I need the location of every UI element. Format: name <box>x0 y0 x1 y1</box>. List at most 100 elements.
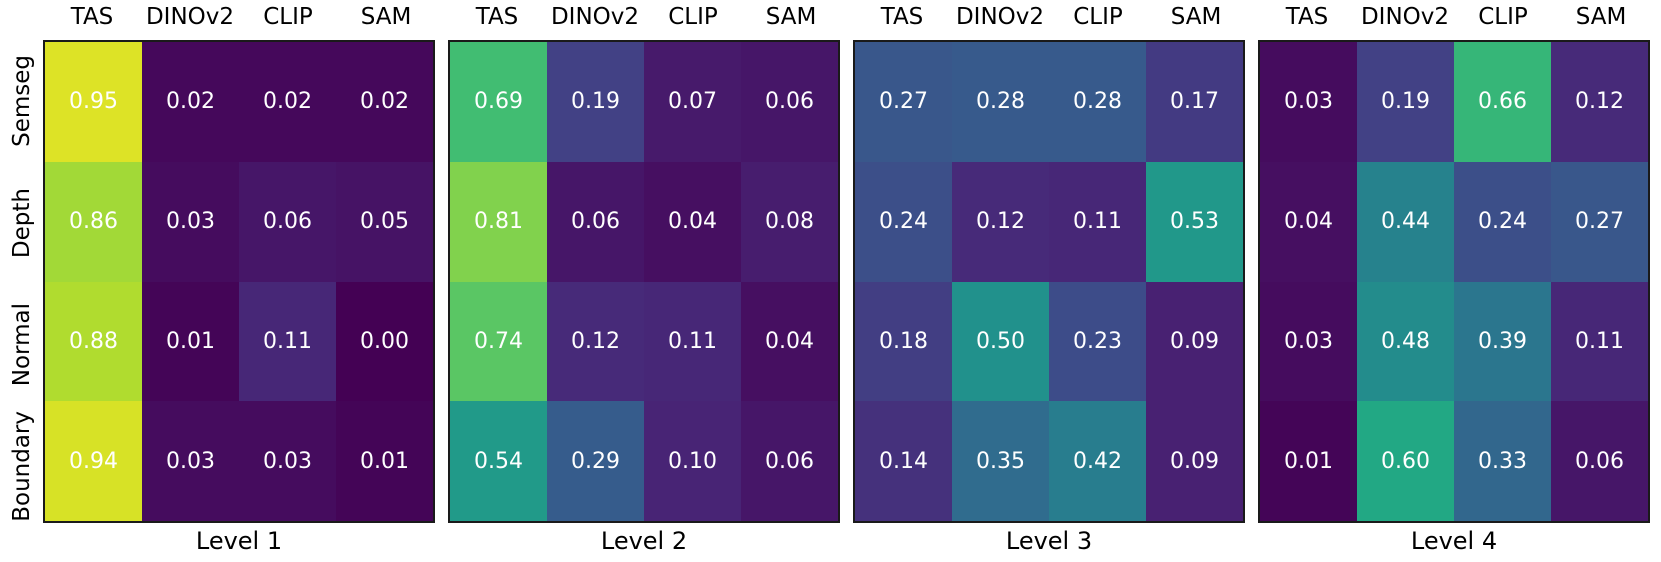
heatmap-cell: 0.04 <box>1260 161 1357 282</box>
heatmap-cell: 0.02 <box>239 42 336 162</box>
heatmap-grid: 0.95 0.02 0.02 0.02 0.86 0.03 0.06 0.05 0.88 0.01… <box>43 40 435 523</box>
heatmap-cell: 0.74 <box>450 281 547 402</box>
row-label-slot: Depth <box>0 162 43 284</box>
heatmap-cell: 0.81 <box>450 161 547 282</box>
heatmap-cell: 0.01 <box>142 281 239 402</box>
heatmap-cell: 0.05 <box>336 161 433 282</box>
panel-title: Level 3 <box>1005 526 1093 555</box>
heatmap-grid: 0.27 0.28 0.28 0.17 0.24 0.12 0.11 0.53 0.18 0.50… <box>853 40 1245 523</box>
heatmap-cell: 0.06 <box>1551 401 1648 521</box>
heatmap-grid: 0.69 0.19 0.07 0.06 0.81 0.06 0.04 0.08 0.74 0.12… <box>448 40 840 523</box>
column-label: SAM <box>1170 4 1222 30</box>
column-label: DINOv2 <box>550 4 640 30</box>
row-label: Depth <box>8 187 35 258</box>
heatmap-cell: 0.27 <box>855 42 952 162</box>
heatmap-cell: 0.06 <box>239 161 336 282</box>
column-headers: TAS DINOv2 CLIP SAM <box>853 0 1245 40</box>
heatmap-cell: 0.12 <box>1551 42 1648 162</box>
column-headers: TAS DINOv2 CLIP SAM <box>1258 0 1650 40</box>
column-label: SAM <box>765 4 817 30</box>
heatmap-cell: 0.03 <box>239 401 336 521</box>
heatmap-cell: 0.02 <box>142 42 239 162</box>
row-label: Normal <box>8 302 35 386</box>
heatmap-cell: 0.17 <box>1146 42 1243 162</box>
heatmap-cell: 0.33 <box>1454 401 1551 521</box>
heatmap-cell: 0.19 <box>547 42 644 162</box>
heatmap-grid: 0.03 0.19 0.66 0.12 0.04 0.44 0.24 0.27 0.03 0.48… <box>1258 40 1650 523</box>
heatmap-cell: 0.27 <box>1551 161 1648 282</box>
heatmap-cell: 0.53 <box>1146 161 1243 282</box>
heatmap-cell: 0.04 <box>644 161 741 282</box>
heatmap-cell: 0.86 <box>45 161 142 282</box>
heatmap-cell: 0.24 <box>1454 161 1551 282</box>
heatmap-cell: 0.09 <box>1146 281 1243 402</box>
column-label: CLIP <box>1478 4 1528 30</box>
panel-title: Level 1 <box>195 526 283 555</box>
heatmap-cell: 0.03 <box>1260 42 1357 162</box>
column-label: SAM <box>1575 4 1627 30</box>
heatmap-cell: 0.11 <box>1049 161 1146 282</box>
heatmap-cell: 0.42 <box>1049 401 1146 521</box>
panel-stack: TAS DINOv2 CLIP SAM 0.69 0.19 0.07 0.06 0.81 0.06… <box>448 0 840 558</box>
heatmap-panel: TAS DINOv2 CLIP SAM 0.69 0.19 0.07 0.06 0.81 0.06… <box>448 0 840 558</box>
heatmap-cell: 0.14 <box>855 401 952 521</box>
heatmap-cell: 0.88 <box>45 281 142 402</box>
row-label-slot: Boundary <box>0 405 43 527</box>
heatmap-cell: 0.08 <box>741 161 838 282</box>
heatmap-cell: 0.69 <box>450 42 547 162</box>
heatmap-cell: 0.28 <box>1049 42 1146 162</box>
panel-stack: TAS DINOv2 CLIP SAM 0.27 0.28 0.28 0.17 0.24 0.12… <box>853 0 1245 558</box>
heatmap-cell: 0.00 <box>336 281 433 402</box>
heatmap-cell: 0.23 <box>1049 281 1146 402</box>
heatmap-cell: 0.06 <box>547 161 644 282</box>
column-headers: TAS DINOv2 CLIP SAM <box>43 0 435 40</box>
column-label: CLIP <box>1073 4 1123 30</box>
heatmap-cell: 0.01 <box>336 401 433 521</box>
heatmap-cell: 0.29 <box>547 401 644 521</box>
heatmap-cell: 0.07 <box>644 42 741 162</box>
row-label: Boundary <box>8 410 35 522</box>
heatmap-panel: TAS DINOv2 CLIP SAM 0.27 0.28 0.28 0.17 0.24 0.12… <box>853 0 1245 558</box>
heatmap-cell: 0.06 <box>741 401 838 521</box>
column-label: TAS <box>1285 4 1329 30</box>
heatmap-cell: 0.03 <box>1260 281 1357 402</box>
heatmap-panel: TAS DINOv2 CLIP SAM 0.03 0.19 0.66 0.12 0.04 0.44… <box>1258 0 1650 558</box>
column-headers: TAS DINOv2 CLIP SAM <box>448 0 840 40</box>
heatmap-cell: 0.50 <box>952 281 1049 402</box>
row-label-slot: Semseg <box>0 40 43 162</box>
panel-title: Level 2 <box>600 526 688 555</box>
column-label: TAS <box>70 4 114 30</box>
column-label: CLIP <box>263 4 313 30</box>
heatmap-cell: 0.28 <box>952 42 1049 162</box>
heatmap-cell: 0.19 <box>1357 42 1454 162</box>
heatmap-cell: 0.12 <box>547 281 644 402</box>
heatmap-cell: 0.44 <box>1357 161 1454 282</box>
heatmap-cell: 0.10 <box>644 401 741 521</box>
row-label-slot: Normal <box>0 284 43 406</box>
heatmap-cell: 0.95 <box>45 42 142 162</box>
column-label: CLIP <box>668 4 718 30</box>
heatmap-cell: 0.11 <box>1551 281 1648 402</box>
heatmap-cell: 0.03 <box>142 401 239 521</box>
heatmap-cell: 0.12 <box>952 161 1049 282</box>
column-label: TAS <box>880 4 924 30</box>
heatmap-cell: 0.48 <box>1357 281 1454 402</box>
heatmap-cell: 0.35 <box>952 401 1049 521</box>
panel-stack: TAS DINOv2 CLIP SAM 0.03 0.19 0.66 0.12 0.04 0.44… <box>1258 0 1650 558</box>
heatmap-cell: 0.11 <box>239 281 336 402</box>
heatmap-cell: 0.03 <box>142 161 239 282</box>
heatmap-cell: 0.04 <box>741 281 838 402</box>
heatmap-cell: 0.09 <box>1146 401 1243 521</box>
row-label: Semseg <box>8 54 35 147</box>
panel-title: Level 4 <box>1410 526 1498 555</box>
heatmap-cell: 0.54 <box>450 401 547 521</box>
heatmap-cell: 0.24 <box>855 161 952 282</box>
heatmap-cell: 0.11 <box>644 281 741 402</box>
row-labels-axis: Semseg Depth Normal Boundary <box>0 0 43 527</box>
heatmap-cell: 0.06 <box>741 42 838 162</box>
heatmap-cell: 0.66 <box>1454 42 1551 162</box>
column-label: TAS <box>475 4 519 30</box>
heatmap-cell: 0.39 <box>1454 281 1551 402</box>
heatmap-cell: 0.01 <box>1260 401 1357 521</box>
